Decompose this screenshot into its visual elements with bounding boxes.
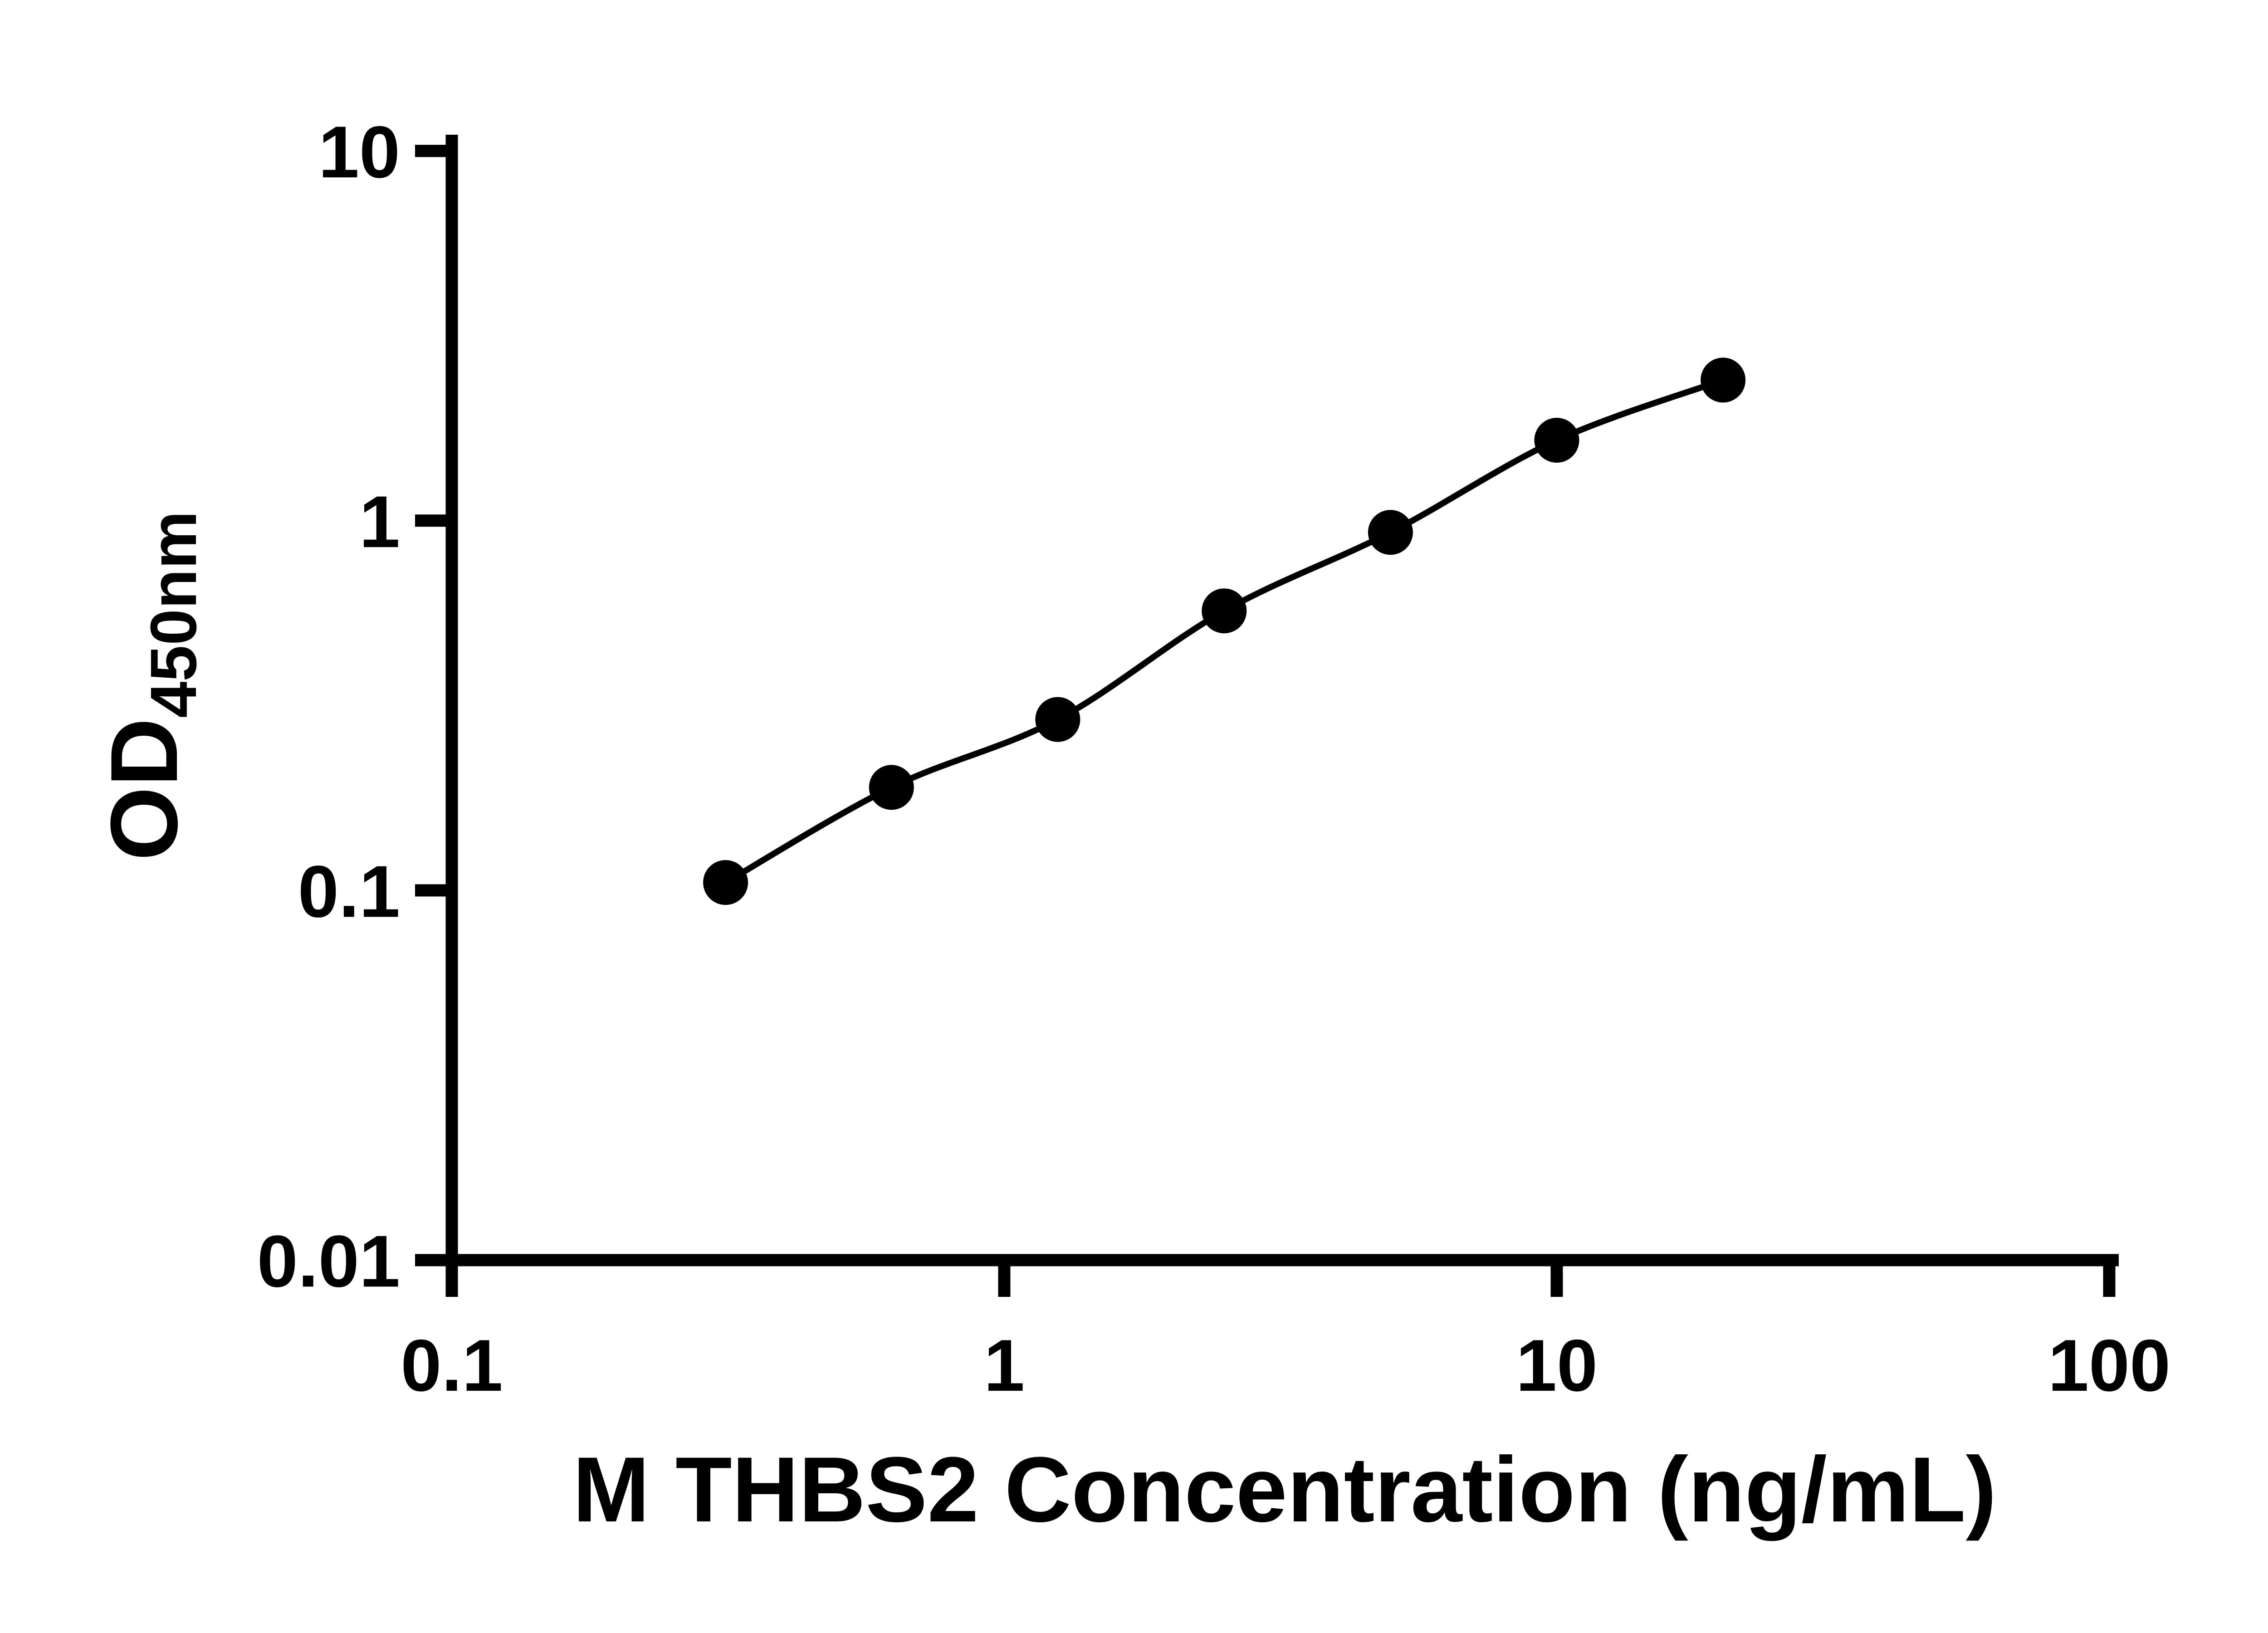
y-axis-ticks [415, 145, 452, 1266]
data-point-marker [1035, 697, 1080, 742]
data-point-marker [1202, 588, 1247, 634]
data-point-marker [1534, 418, 1579, 463]
data-points [703, 357, 1746, 905]
y-tick-label: 10 [318, 111, 400, 193]
x-tick-label: 100 [2048, 1325, 2170, 1407]
data-point-marker [703, 860, 748, 905]
x-axis-title: M THBS2 Concentration (ng/mL) [572, 1438, 1996, 1541]
y-axis-title-main: OD [91, 718, 197, 861]
data-point-marker [1368, 510, 1413, 555]
x-tick-label: 1 [984, 1325, 1025, 1407]
data-point-marker [1701, 357, 1746, 403]
x-axis-tick-labels: 0.1 1 10 100 [401, 1325, 2170, 1407]
y-axis-title-sub: 450nm [137, 511, 210, 718]
x-tick-label: 0.1 [401, 1325, 503, 1407]
y-tick-label: 0.01 [257, 1220, 400, 1302]
y-axis-tick-labels: 0.01 0.1 1 10 [257, 111, 400, 1302]
y-axis-title: OD450nm [91, 511, 210, 861]
y-tick-label: 1 [359, 481, 400, 563]
y-tick-label: 0.1 [298, 851, 400, 933]
x-tick-label: 10 [1516, 1325, 1598, 1407]
data-point-marker [869, 765, 914, 810]
